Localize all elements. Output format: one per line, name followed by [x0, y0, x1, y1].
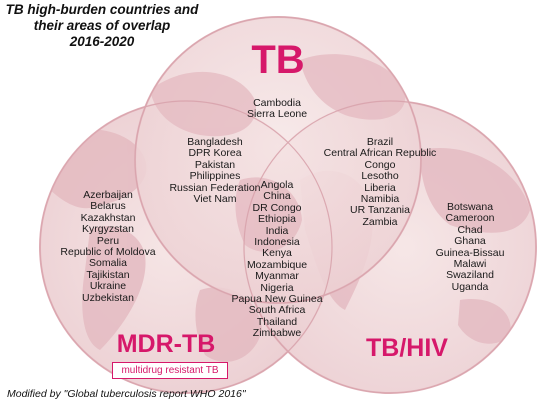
country-name: Botswana: [446, 201, 494, 213]
region-tb-only: Cambodia Sierra Leone: [222, 97, 332, 121]
source-footnote: Modified by "Global tuberculosis report …: [7, 388, 246, 400]
tb-circle-label: TB: [251, 38, 305, 82]
region-tb-hiv: Brazil Central African Republic Congo Lesot…: [306, 136, 454, 228]
title-line-3: 2016-2020: [69, 34, 135, 49]
country-name: Malawi: [453, 258, 487, 271]
country-name: Republic of Moldova: [60, 246, 156, 259]
country-name: South Africa: [248, 304, 306, 317]
region-tb-mdr: Bangladesh DPR Korea Pakistan Philippines Ru…: [150, 136, 280, 206]
country-name: Chad: [457, 223, 483, 236]
country-name: Congo: [364, 158, 396, 171]
country-name: Ghana: [454, 235, 486, 248]
country-name: Guinea-Bissau: [435, 246, 505, 259]
country-name: DR Congo: [252, 201, 302, 214]
country-name: UR Tanzania: [350, 204, 410, 217]
country-name: Peru: [96, 234, 120, 247]
country-name: Uganda: [451, 280, 489, 293]
region-all-three: Angola China DR Congo Ethiopia India Indonesi…: [222, 179, 332, 340]
country-name: Brazil: [366, 136, 394, 148]
country-name: Cameroon: [445, 212, 495, 225]
country-name: Tajikistan: [86, 268, 130, 281]
country-name: Cambodia: [253, 97, 301, 109]
country-name: Central African Republic: [323, 147, 437, 160]
country-name: Russian Federation: [169, 181, 261, 194]
country-name: Zimbabwe: [252, 327, 302, 340]
country-name: Lesotho: [361, 170, 399, 183]
country-name: Indonesia: [254, 236, 300, 249]
tb-hiv-circle-label: TB/HIV: [366, 334, 448, 362]
region-hiv-only: Botswana Cameroon Chad Ghana Guinea-Bissau Ma…: [420, 201, 520, 293]
country-name: Viet Nam: [193, 193, 237, 206]
country-name: DPR Korea: [188, 147, 242, 160]
country-name: Myanmar: [255, 270, 299, 283]
country-name: Somalia: [89, 257, 127, 270]
country-name: India: [265, 224, 289, 237]
country-name: Liberia: [364, 181, 396, 194]
country-name: China: [263, 190, 291, 203]
title-line-1: TB high-burden countries and: [5, 2, 199, 17]
country-name: Namibia: [360, 193, 400, 206]
region-mdr-only: Azerbaijan Belarus Kazakhstan Kyrgyzstan Per…: [48, 189, 168, 304]
country-name: Thailand: [256, 315, 298, 328]
country-name: Philippines: [189, 170, 241, 183]
country-name: Mozambique: [246, 258, 308, 271]
country-name: Zambia: [362, 215, 398, 228]
country-name: Ethiopia: [258, 213, 296, 226]
country-name: Kenya: [262, 247, 292, 260]
country-name: Uzbekistan: [82, 291, 134, 304]
country-name: Azerbaijan: [83, 189, 133, 201]
country-name: Belarus: [90, 200, 126, 213]
country-name: Angola: [260, 179, 294, 191]
country-name: Nigeria: [260, 281, 294, 294]
country-name: Ukraine: [89, 280, 127, 293]
country-name: Kazakhstan: [80, 211, 136, 224]
mdr-tb-subtitle: multidrug resistant TB: [112, 362, 228, 379]
diagram-title: TB high-burden countries and their areas…: [2, 2, 202, 50]
country-name: Bangladesh: [187, 136, 243, 148]
overlap-outlines: [39, 16, 537, 394]
mdr-tb-circle-label: MDR-TB: [116, 330, 216, 358]
country-name: Kyrgyzstan: [82, 223, 134, 236]
country-name: Papua New Guinea: [231, 293, 323, 306]
country-name: Swaziland: [446, 269, 494, 282]
title-line-2: their areas of overlap: [33, 18, 171, 33]
country-name: Pakistan: [194, 158, 236, 171]
country-name: Sierra Leone: [246, 108, 308, 121]
